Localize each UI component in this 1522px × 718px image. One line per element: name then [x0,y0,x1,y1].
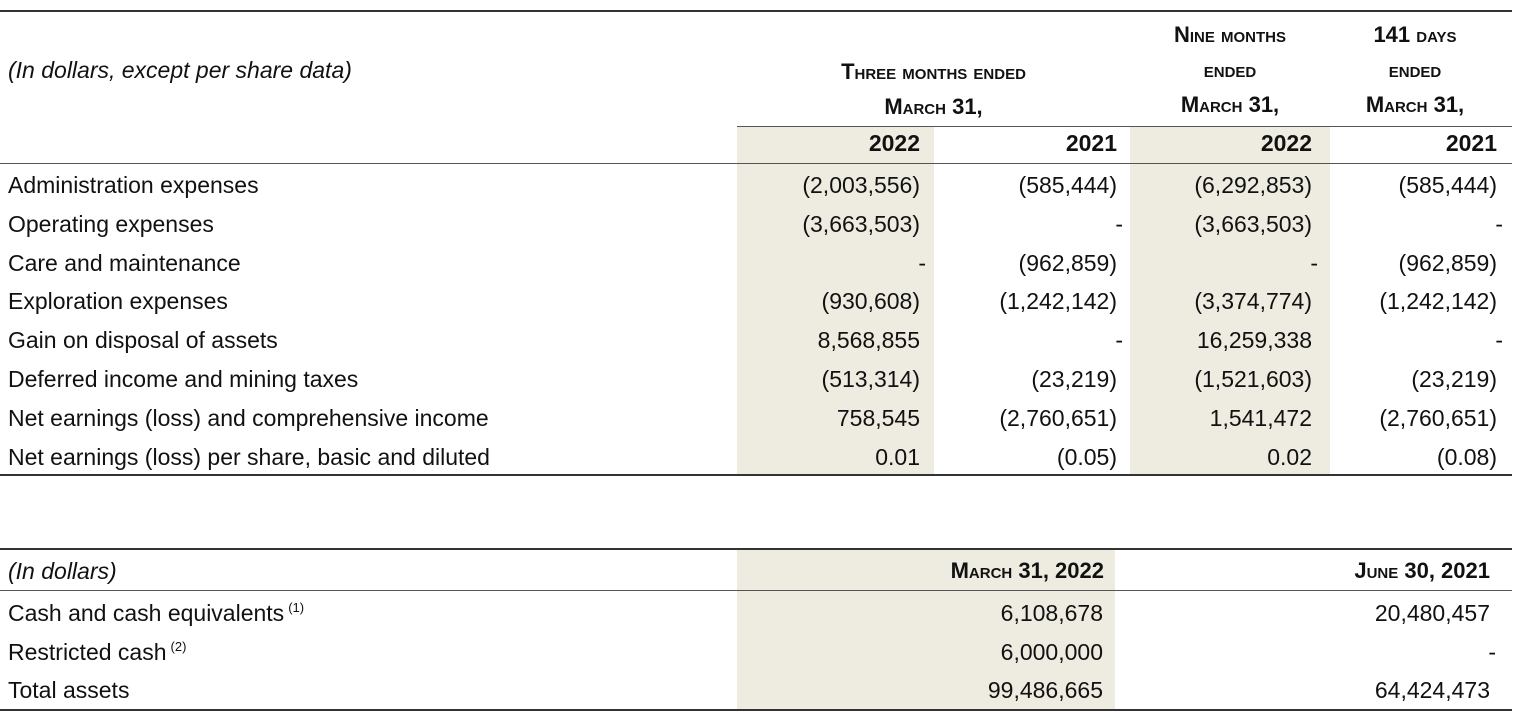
row-label: Restricted cash (2) [8,639,186,666]
cell-value: (962,859) [1398,249,1497,276]
cell-value: (1,242,142) [999,288,1117,315]
year-header: 2022 [868,130,920,156]
income-bottom-rule [0,474,1512,476]
cell-value: - [918,249,926,276]
cell-value: 0.02 [1267,443,1312,470]
unit-label: (In dollars, except per share data) [8,57,352,83]
cell-value: (3,374,774) [1194,288,1312,315]
cell-value: 0.01 [875,443,920,470]
year-header: 2022 [1260,130,1312,156]
cell-value: - [1495,327,1503,354]
row-label: Deferred income and mining taxes [8,366,359,392]
balance-header-march-2022: March 31, 2022 [950,558,1104,583]
cell-value: - [1495,210,1503,237]
cell-value: (23,219) [1411,366,1497,392]
cell-value: (2,760,651) [999,404,1117,431]
cell-value: (2,003,556) [802,172,920,198]
cell-value: 99,486,665 [987,677,1103,703]
cell-value: - [1310,249,1318,276]
cell-value: - [1488,638,1496,665]
row-label: Cash and cash equivalents (1) [8,600,304,627]
row-label: Care and maintenance [8,249,241,276]
cell-value: (585,444) [1398,172,1497,198]
cell-value: (2,760,651) [1379,404,1497,431]
cell-value: (962,859) [1018,249,1117,276]
cell-value: 8,568,855 [817,327,920,354]
header-nine-months: Nine months ended March 31, [1174,22,1286,117]
cell-value: (0.05) [1056,443,1117,470]
cell-value: (513,314) [821,366,920,392]
cell-value: (930,608) [821,288,920,315]
row-label: Gain on disposal of assets [8,327,278,354]
shade-col-march-2022 [737,549,1115,710]
header-141-days: 141 days ended March 31, [1365,22,1465,117]
cell-value: 1,541,472 [1209,404,1312,431]
cell-value: 6,000,000 [1000,638,1103,665]
header-three-months: Three months ended March 31, [841,59,1026,119]
footnote-ref: (2) [170,638,187,654]
balance-header-rule [0,590,1512,591]
row-label-text: Cash and cash equivalents [8,600,285,626]
row-label: Operating expenses [8,210,214,237]
header-rule [737,126,1512,127]
row-label: Net earnings (loss) and comprehensive in… [8,404,489,431]
cell-value: (585,444) [1018,172,1117,198]
cell-value: - [1115,327,1123,354]
shade-col-2022-nine [1130,127,1330,475]
row-label: Exploration expenses [8,288,228,315]
cell-value: (1,242,142) [1379,288,1497,315]
year-header: 2021 [1065,130,1117,156]
cell-value: 20,480,457 [1374,600,1490,626]
year-rule [0,163,1512,164]
row-label: Net earnings (loss) per share, basic and… [8,443,490,470]
shade-col-2022-three [737,127,934,475]
cell-value: (1,521,603) [1194,366,1312,392]
cell-value: (6,292,853) [1194,172,1312,198]
footnote-ref: (1) [288,600,305,615]
top-rule [0,10,1512,12]
cell-value: 758,545 [836,404,920,431]
balance-unit-label: (In dollars) [8,558,117,584]
balance-header-june-2021: June 30, 2021 [1354,558,1490,583]
cell-value: (0.08) [1436,443,1497,470]
cell-value: (3,663,503) [1194,210,1312,237]
row-label-text: Total assets [8,677,130,703]
row-label: Administration expenses [8,172,259,198]
cell-value: (3,663,503) [802,210,920,237]
cell-value: - [1115,210,1123,237]
row-label-text: Restricted cash [8,638,167,665]
cell-value: (23,219) [1031,366,1117,392]
cell-value: 16,259,338 [1196,327,1312,354]
year-header: 2021 [1445,130,1497,156]
balance-top-rule [0,548,1512,550]
cell-value: 6,108,678 [1000,600,1103,626]
cell-value: 64,424,473 [1374,677,1490,703]
row-label: Total assets [8,677,129,704]
balance-bottom-rule [0,709,1512,711]
